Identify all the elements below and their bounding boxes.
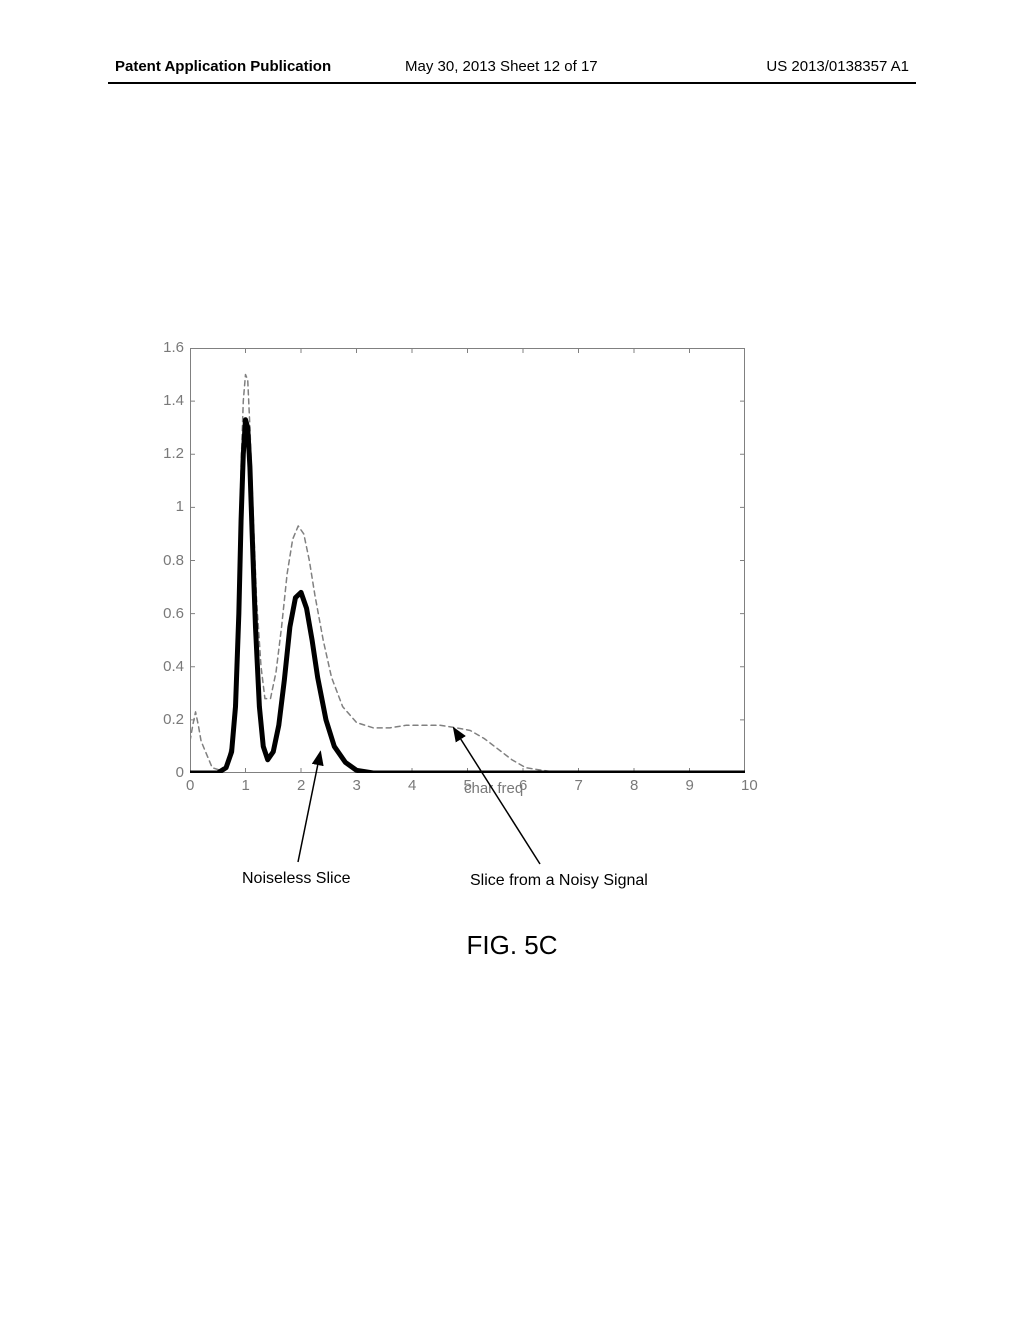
y-tick-label: 1.2: [163, 445, 184, 462]
y-tick-label: 0: [176, 764, 184, 781]
y-tick-label: 0.4: [163, 658, 184, 675]
x-tick-label: 2: [297, 777, 305, 794]
annotation-noiseless: Noiseless Slice: [242, 870, 350, 888]
header-patent-number: US 2013/0138357 A1: [766, 58, 909, 75]
x-tick-label: 4: [408, 777, 416, 794]
header-divider: [108, 82, 916, 84]
x-tick-label: 10: [741, 777, 758, 794]
chart-svg: [190, 348, 745, 773]
x-axis-label: char freq: [464, 780, 523, 797]
x-tick-label: 8: [630, 777, 638, 794]
x-tick-label: 7: [575, 777, 583, 794]
annotation-noisy: Slice from a Noisy Signal: [470, 872, 648, 890]
y-tick-label: 0.8: [163, 552, 184, 569]
x-tick-label: 9: [686, 777, 694, 794]
patent-page: Patent Application Publication May 30, 2…: [0, 0, 1024, 1320]
x-tick-label: 0: [186, 777, 194, 794]
y-tick-label: 1.6: [163, 339, 184, 356]
y-tick-label: 0.6: [163, 605, 184, 622]
header-publication-type: Patent Application Publication: [115, 58, 331, 75]
x-tick-label: 1: [242, 777, 250, 794]
x-tick-label: 3: [353, 777, 361, 794]
y-tick-label: 1.4: [163, 392, 184, 409]
y-tick-label: 0.2: [163, 711, 184, 728]
y-tick-label: 1: [176, 498, 184, 515]
header-date-sheet: May 30, 2013 Sheet 12 of 17: [405, 58, 598, 75]
figure-caption: FIG. 5C: [0, 930, 1024, 961]
spectrum-chart: [190, 348, 745, 773]
